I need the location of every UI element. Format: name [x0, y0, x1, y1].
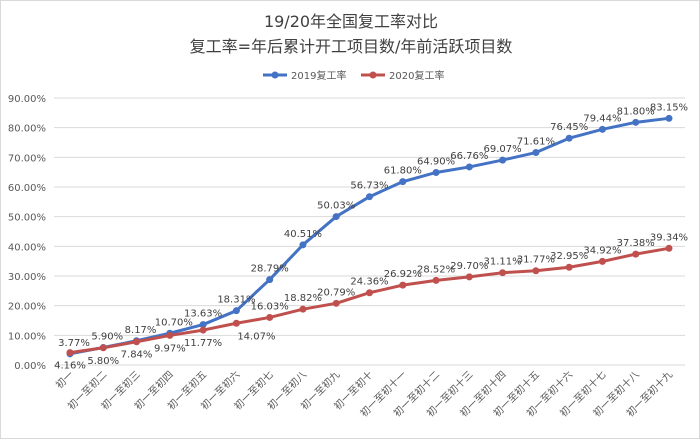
data-point — [266, 313, 274, 321]
data-label: 29.70% — [450, 261, 488, 272]
legend-label: 2020复工率 — [389, 69, 444, 82]
data-label: 7.84% — [121, 350, 153, 361]
legend-item: 2019复工率 — [263, 69, 346, 82]
data-label: 10.70% — [155, 317, 193, 328]
data-label: 9.97% — [154, 343, 186, 354]
data-label: 18.82% — [284, 293, 322, 304]
data-point — [332, 213, 340, 221]
data-point — [366, 289, 373, 297]
data-point — [66, 349, 74, 357]
data-point — [432, 168, 440, 176]
data-point — [399, 178, 407, 186]
data-label: 40.51% — [284, 229, 322, 240]
data-point — [465, 163, 473, 171]
data-label: 16.03% — [251, 301, 289, 312]
data-label: 71.61% — [517, 137, 555, 148]
chart-subtitle: 复工率=年后累计开工项目数/年前活跃项目数 — [190, 37, 513, 56]
x-axis: 初一初一至初二初一至初三初一至初四初一至初五初一至初六初一至初七初一至初八初一至… — [53, 368, 675, 420]
y-tick-label: 60.00% — [8, 183, 46, 194]
data-point — [598, 257, 606, 265]
data-point — [232, 319, 240, 327]
data-label: 8.17% — [125, 325, 157, 336]
data-point — [332, 299, 340, 307]
data-label: 61.80% — [384, 166, 422, 177]
data-label: 28.79% — [251, 264, 289, 275]
legend: 2019复工率 2020复工率 — [263, 69, 444, 82]
legend-marker-icon — [271, 71, 279, 79]
data-point — [232, 307, 240, 315]
series-group: 3.77%5.90%8.17%10.70%13.63% 18.31% 28.79% 4… — [54, 102, 688, 371]
data-point — [632, 118, 640, 126]
data-point — [665, 114, 673, 122]
data-point — [99, 344, 107, 352]
data-label: 56.73% — [350, 181, 388, 192]
data-point — [133, 338, 141, 346]
data-point — [465, 273, 473, 281]
data-label: 5.80% — [87, 356, 119, 367]
data-label: 34.92% — [583, 245, 621, 256]
data-label: 11.77% — [184, 338, 222, 349]
y-axis: 0.00% 10.00% 20.00% 30.00% 40.00% 50.00% 60.00… — [8, 94, 46, 372]
y-tick-label: 90.00% — [8, 94, 46, 105]
data-label: 31.11% — [484, 257, 522, 268]
data-label: 18.31% — [217, 295, 255, 306]
data-label: 81.80% — [617, 106, 655, 117]
data-label: 20.79% — [317, 287, 355, 298]
data-label: 5.90% — [91, 331, 123, 342]
data-point — [432, 276, 440, 284]
data-label: 39.34% — [650, 232, 688, 243]
data-label: 66.76% — [450, 151, 488, 162]
legend-marker-icon — [369, 71, 377, 79]
data-point — [499, 156, 507, 164]
data-label: 28.52% — [417, 264, 455, 275]
y-tick-label: 70.00% — [8, 153, 46, 164]
data-label: 69.07% — [484, 144, 522, 155]
y-tick-label: 80.00% — [8, 124, 46, 135]
data-label: 83.15% — [650, 102, 688, 113]
y-tick-label: 20.00% — [8, 302, 46, 313]
data-label: 76.45% — [550, 122, 588, 133]
data-label: 32.95% — [550, 251, 588, 262]
data-point — [565, 263, 573, 271]
legend-item: 2020复工率 — [361, 69, 444, 82]
data-point — [366, 193, 373, 201]
data-label: 37.38% — [617, 238, 655, 249]
y-tick-label: 50.00% — [8, 213, 46, 224]
y-tick-label: 10.00% — [8, 331, 46, 342]
data-label: 3.77% — [58, 338, 90, 349]
data-label: 24.36% — [350, 277, 388, 288]
data-point — [199, 326, 207, 334]
chart-title: 19/20年全国复工率对比 — [264, 12, 438, 31]
data-point — [665, 244, 673, 252]
legend-label: 2019复工率 — [291, 69, 346, 82]
data-point — [299, 241, 307, 249]
y-tick-label: 0.00% — [14, 361, 46, 372]
data-label: 79.44% — [583, 113, 621, 124]
data-point — [299, 305, 307, 313]
data-point — [598, 125, 606, 133]
data-point — [632, 250, 640, 258]
data-point — [166, 331, 174, 339]
data-label: 13.63% — [184, 309, 222, 320]
data-point — [399, 281, 407, 289]
data-point — [266, 276, 274, 284]
data-point — [199, 321, 207, 329]
data-point — [499, 269, 507, 277]
series-line-2020复工率 — [69, 246, 670, 355]
gridlines — [54, 97, 685, 366]
y-tick-label: 30.00% — [8, 272, 46, 283]
data-point — [532, 149, 540, 157]
data-label: 4.16% — [54, 361, 86, 372]
data-point — [532, 267, 540, 275]
data-label: 50.03% — [317, 201, 355, 212]
data-label: 31.77% — [517, 255, 555, 266]
data-label: 14.07% — [237, 331, 275, 342]
data-point — [565, 134, 573, 142]
data-label: 64.90% — [417, 156, 455, 167]
y-tick-label: 40.00% — [8, 242, 46, 253]
data-label: 26.92% — [384, 269, 422, 280]
